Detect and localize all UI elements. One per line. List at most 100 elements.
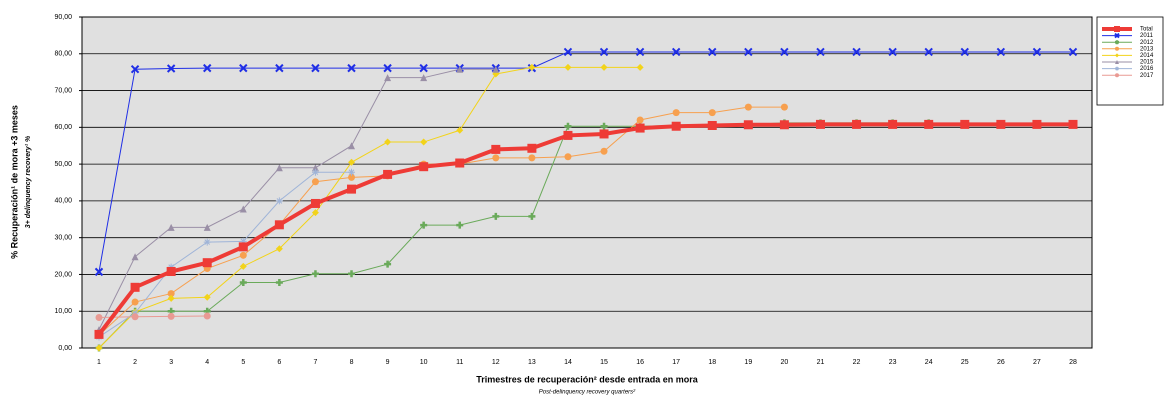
point (924, 119, 934, 129)
y-tick-label: 90,00 (54, 14, 72, 21)
x-tick-label: 24 (925, 359, 933, 366)
marker (600, 147, 608, 155)
y-tick-label: 30,00 (54, 235, 72, 242)
legend-label: 2015 (1140, 60, 1154, 66)
point (671, 47, 681, 57)
marker (1114, 26, 1120, 32)
marker (1115, 40, 1119, 45)
marker (167, 312, 175, 320)
marker (492, 65, 500, 73)
point (564, 153, 572, 161)
marker (635, 123, 645, 133)
marker (960, 47, 969, 57)
marker (130, 65, 140, 74)
point (167, 312, 175, 320)
marker (671, 47, 681, 57)
marker (456, 126, 464, 134)
marker (311, 164, 319, 172)
series-line (97, 122, 1073, 336)
point (311, 164, 319, 172)
point (131, 313, 139, 321)
point (888, 119, 898, 129)
point (1068, 119, 1078, 129)
x-tick-label: 7 (313, 359, 317, 366)
point (635, 47, 645, 57)
point (1114, 26, 1120, 32)
marker (455, 158, 465, 168)
marker (348, 158, 356, 166)
point (672, 109, 680, 117)
point (166, 267, 176, 277)
point (202, 258, 212, 268)
point (1114, 32, 1120, 39)
marker (167, 290, 175, 298)
marker (95, 344, 103, 352)
marker (167, 223, 175, 231)
x-tick-label: 27 (1033, 359, 1041, 366)
marker (239, 251, 247, 259)
marker (636, 116, 644, 124)
point (311, 209, 319, 217)
legend-label: 2014 (1140, 53, 1154, 59)
marker (996, 119, 1006, 129)
marker (527, 143, 537, 153)
marker (275, 63, 284, 73)
point (311, 168, 319, 176)
x-tick-label: 26 (997, 359, 1005, 366)
marker (347, 63, 356, 73)
series-line (98, 171, 352, 338)
marker (635, 47, 645, 57)
point (167, 294, 175, 302)
marker (744, 103, 752, 111)
marker (94, 329, 104, 339)
marker (1115, 66, 1119, 71)
point (456, 65, 464, 73)
legend-label: Total (1140, 27, 1153, 33)
marker (780, 103, 788, 111)
x-tick-label: 12 (492, 359, 500, 366)
x-tick-label: 9 (386, 359, 390, 366)
marker (203, 312, 211, 320)
point (311, 178, 319, 186)
marker (599, 129, 609, 139)
point (131, 309, 139, 317)
point (1115, 46, 1119, 51)
point (348, 158, 356, 166)
point (600, 147, 608, 155)
marker (348, 168, 356, 176)
point (384, 260, 392, 268)
point (456, 126, 464, 134)
marker (131, 309, 139, 317)
point (94, 329, 104, 339)
point (203, 312, 211, 320)
point (707, 120, 717, 130)
x-tick-label: 21 (817, 359, 825, 366)
marker (924, 119, 934, 129)
x-tick-label: 28 (1069, 359, 1077, 366)
y-tick-label: 60,00 (54, 124, 72, 131)
marker (383, 169, 393, 179)
x-tick-label: 5 (241, 359, 245, 366)
marker (420, 74, 428, 82)
marker (1068, 47, 1078, 57)
point (131, 253, 139, 261)
point (239, 262, 247, 270)
point (599, 47, 609, 57)
point (348, 168, 356, 176)
x-tick-label: 3 (169, 359, 173, 366)
legend-label: 2012 (1140, 40, 1154, 46)
marker (347, 184, 357, 194)
y-tick-label: 70,00 (54, 87, 72, 94)
x-tick-label: 2 (133, 359, 137, 366)
x-tick-label: 15 (600, 359, 608, 366)
y-tick-label: 10,00 (54, 308, 72, 315)
marker (816, 47, 825, 57)
point (310, 198, 320, 208)
marker (888, 47, 897, 57)
point (420, 138, 428, 146)
point (275, 245, 283, 253)
point (455, 158, 465, 168)
point (636, 116, 644, 124)
point (238, 242, 248, 252)
point (779, 120, 789, 130)
